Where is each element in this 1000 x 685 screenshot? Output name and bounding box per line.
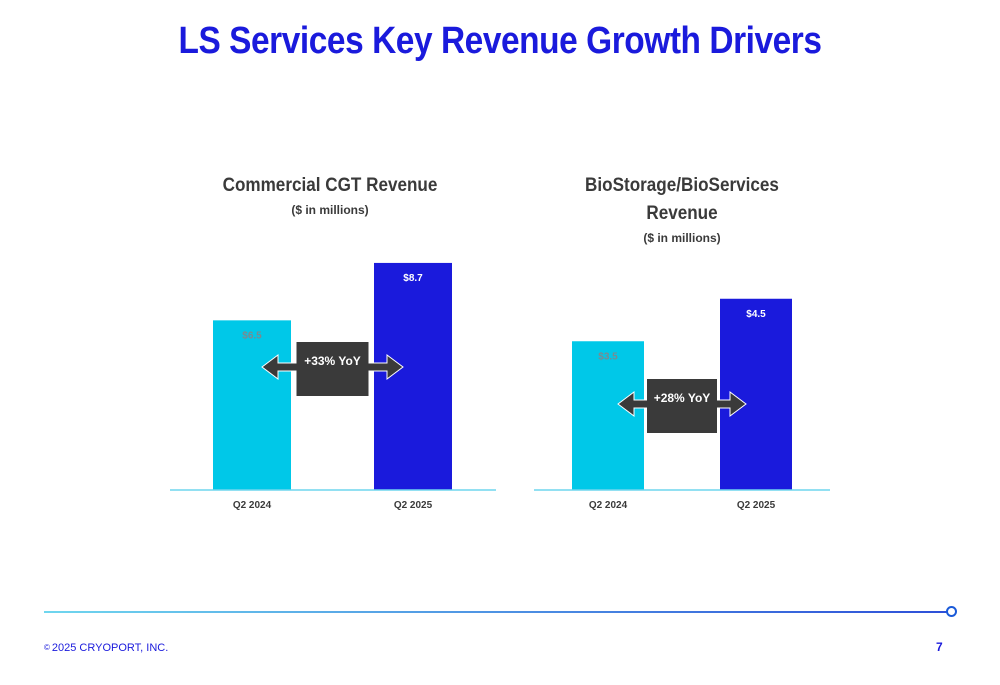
chart-2: $3.5 Q2 2024 $4.5 Q2 2025 +28% YoY — [534, 298, 830, 511]
page-number: 7 — [936, 640, 943, 654]
chart2-header: BioStorage/BioServices Revenue ($ in mil… — [552, 172, 812, 248]
bar-q2-2024 — [213, 320, 291, 490]
yoy-box — [296, 342, 369, 396]
bar-q2-2025 — [374, 262, 452, 490]
data-label: $6.5 — [242, 330, 262, 341]
bar-q2-2024 — [572, 341, 644, 490]
copyright: © 2025 CRYOPORT, INC. — [44, 642, 168, 654]
yoy-annotation: +33% YoY — [304, 354, 361, 368]
footer-dot-icon — [946, 606, 957, 617]
copyright-symbol: © — [44, 643, 50, 652]
chart-1: $6.5 Q2 2024 $8.7 Q2 2025 +33% YoY — [170, 262, 496, 511]
chart2-title: BioStorage/BioServices Revenue — [585, 175, 779, 224]
yoy-box — [647, 379, 717, 433]
chart2-subtitle: ($ in millions) — [643, 231, 721, 245]
footer-divider — [44, 611, 950, 613]
page-title: LS Services Key Revenue Growth Drivers — [178, 20, 822, 62]
chart1-subtitle: ($ in millions) — [291, 203, 369, 217]
x-tick-label: Q2 2024 — [233, 500, 272, 511]
copyright-text: 2025 CRYOPORT, INC. — [51, 642, 169, 654]
x-tick-label: Q2 2025 — [394, 500, 433, 511]
x-tick-label: Q2 2024 — [589, 500, 628, 511]
yoy-annotation: +28% YoY — [654, 391, 711, 405]
data-label: $4.5 — [746, 309, 766, 320]
x-tick-label: Q2 2025 — [737, 500, 776, 511]
chart1-header: Commercial CGT Revenue ($ in millions) — [180, 172, 480, 220]
data-label: $8.7 — [403, 273, 423, 284]
chart1-title: Commercial CGT Revenue — [222, 175, 438, 196]
data-label: $3.5 — [598, 351, 618, 362]
